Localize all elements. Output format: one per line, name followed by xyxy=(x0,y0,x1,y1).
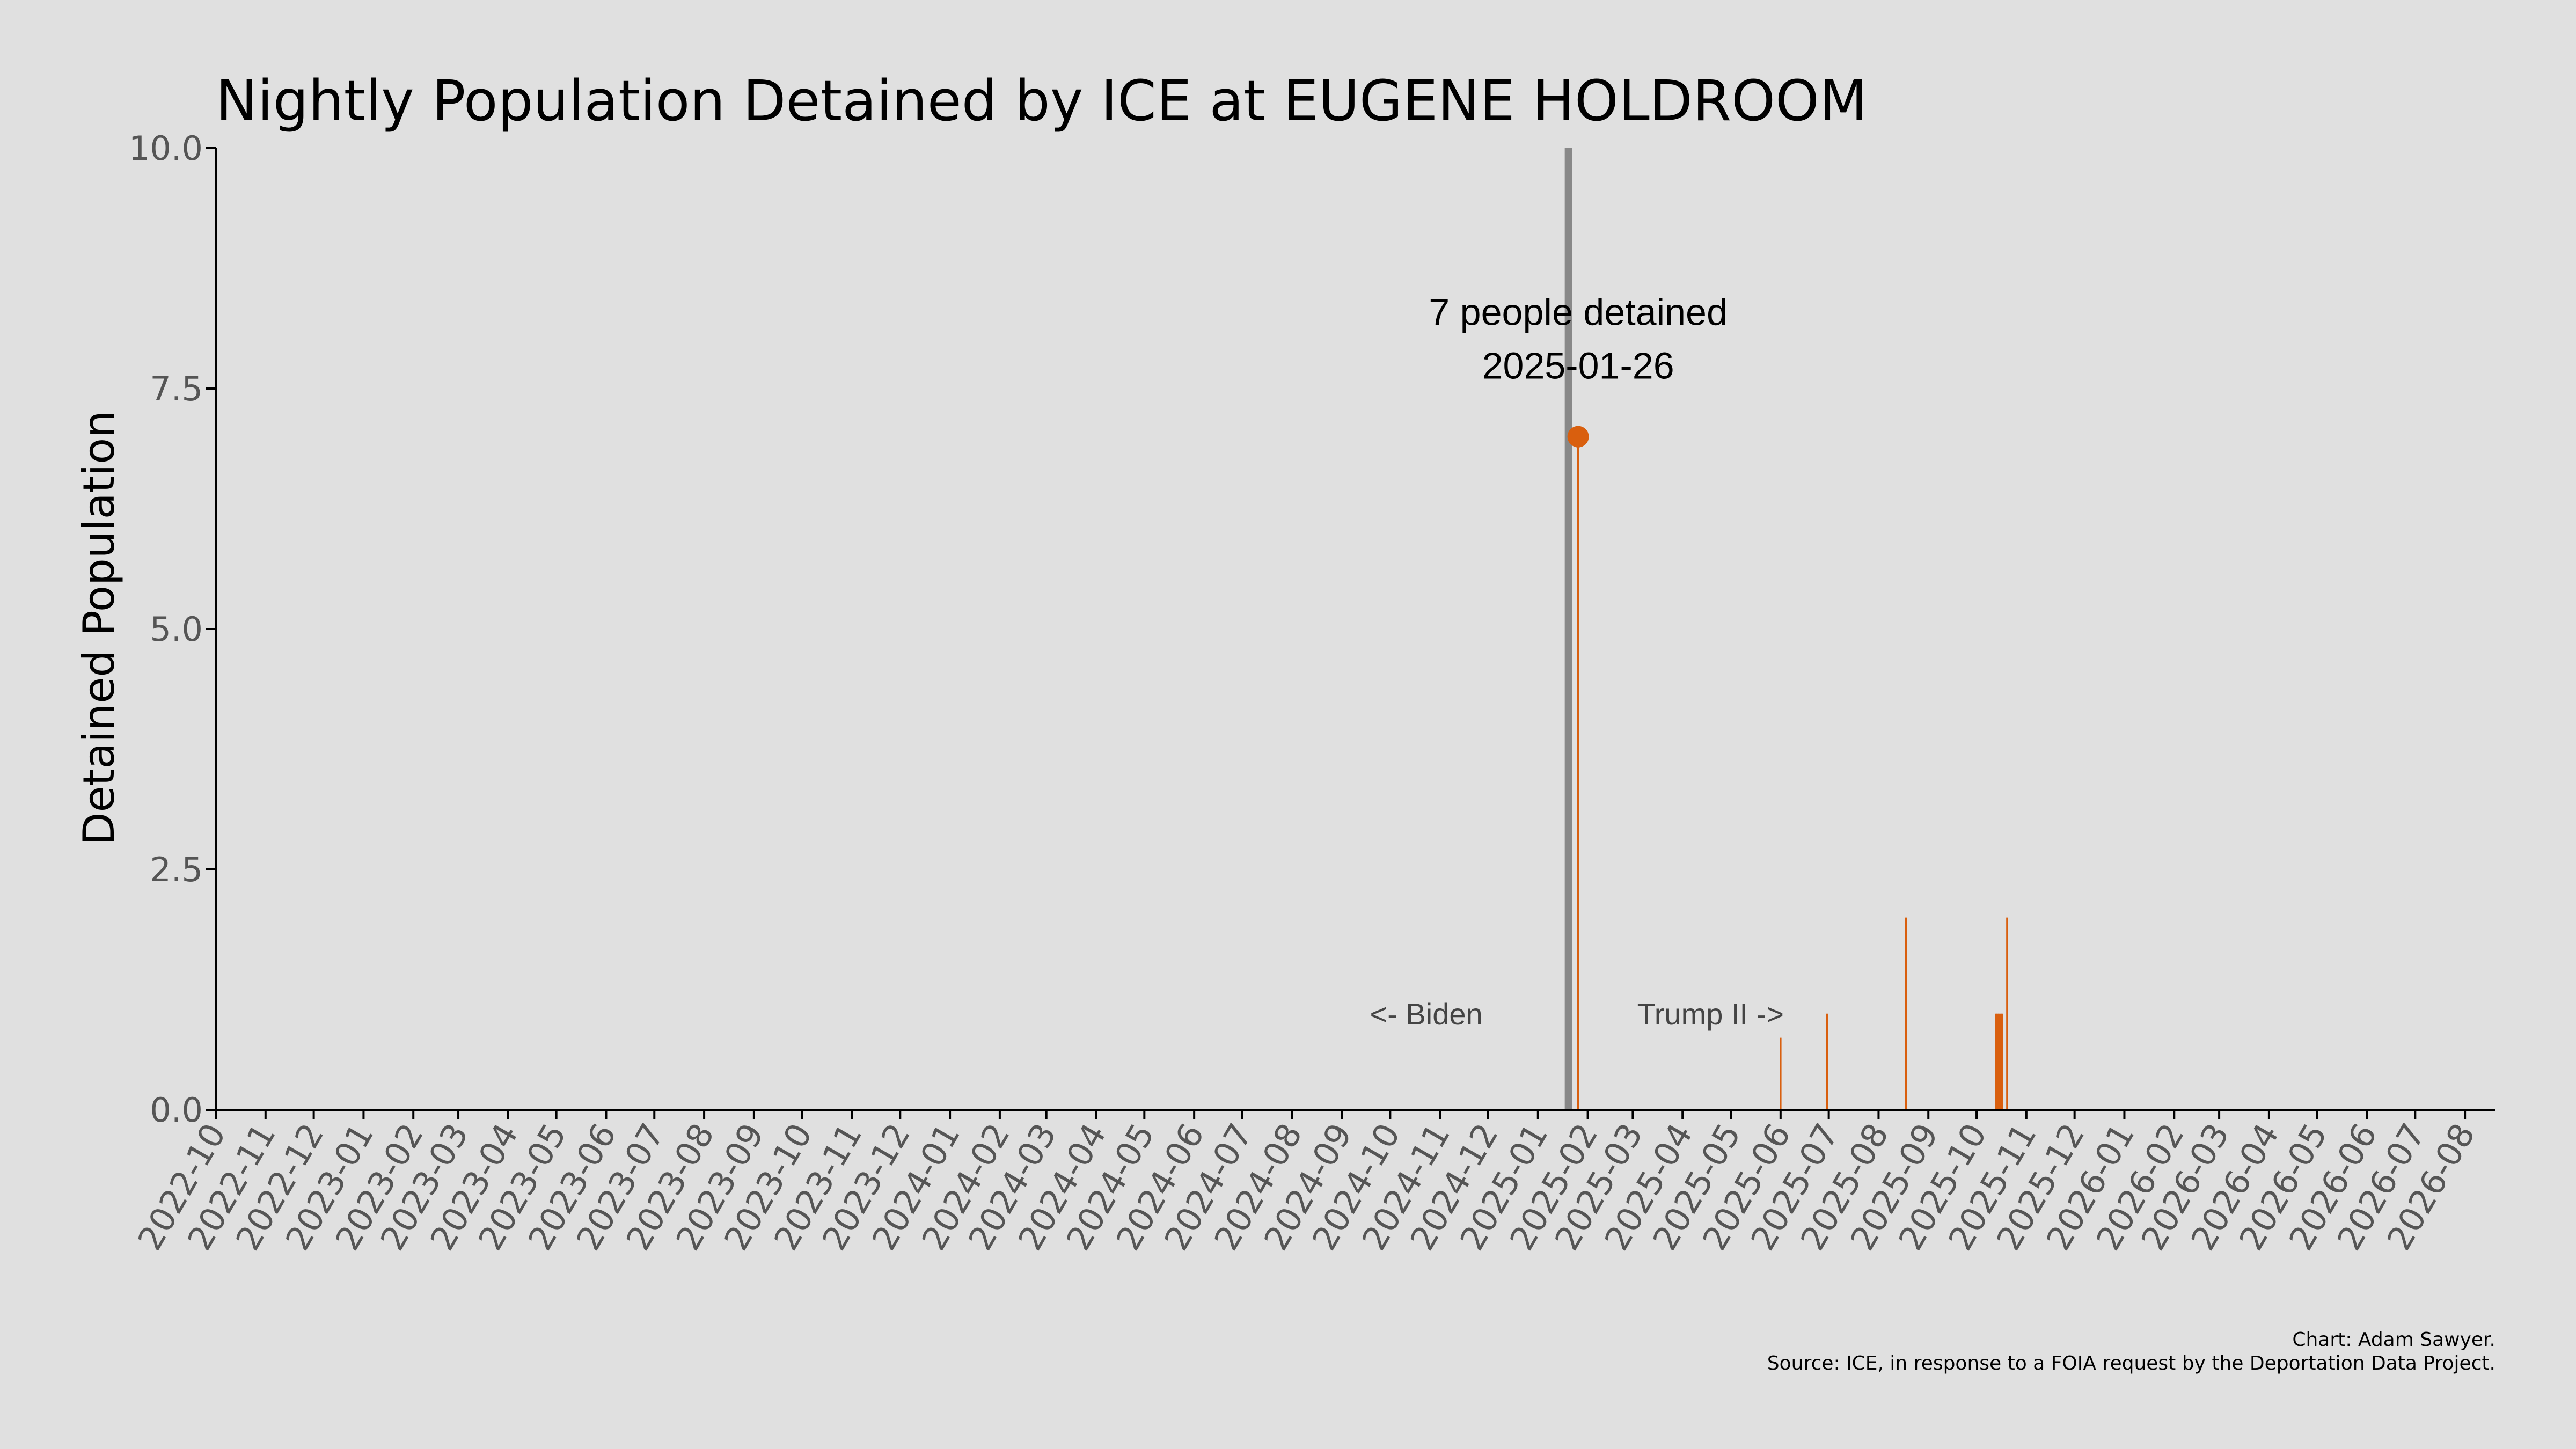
era-label-biden: <- Biden xyxy=(1370,997,1483,1031)
chart-title: Nightly Population Detained by ICE at EU… xyxy=(216,68,1868,134)
x-axis-ticks: 2022-102022-112022-122023-012023-022023-… xyxy=(130,1110,2483,1257)
peak-annotation-count: 7 people detained xyxy=(1429,291,1728,333)
y-axis-label: Detained Population xyxy=(74,411,124,845)
peak-annotation-date: 2025-01-26 xyxy=(1482,345,1674,387)
bars xyxy=(1577,436,2008,1110)
y-tick-label: 0.0 xyxy=(150,1091,203,1130)
y-tick-label: 10.0 xyxy=(129,129,203,168)
y-tick-label: 5.0 xyxy=(150,610,203,649)
peak-point-marker xyxy=(1567,426,1589,448)
era-label-trump: Trump II -> xyxy=(1637,997,1784,1031)
credit-author: Chart: Adam Sawyer. xyxy=(2292,1329,2496,1351)
y-tick-label: 7.5 xyxy=(150,369,203,408)
y-axis-ticks: 0.0 2.5 5.0 7.5 10.0 xyxy=(129,129,216,1130)
credit-source: Source: ICE, in response to a FOIA reque… xyxy=(1767,1352,2496,1374)
y-tick-label: 2.5 xyxy=(150,850,203,889)
